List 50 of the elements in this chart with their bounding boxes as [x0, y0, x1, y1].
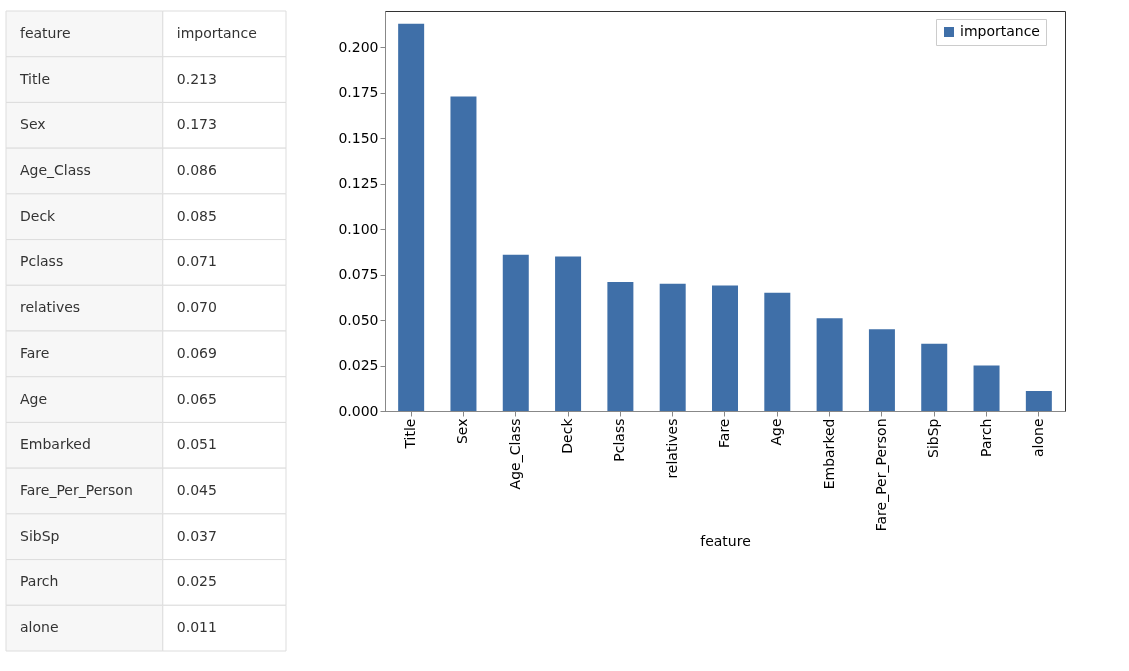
- x-axis-title: feature: [700, 533, 751, 550]
- x-tick-label: Title: [402, 418, 419, 450]
- y-tick-label: 0.050: [338, 311, 379, 328]
- x-tick-label: alone: [1029, 418, 1046, 458]
- category-label: Title: [19, 70, 51, 87]
- x-tick-label: Sex: [454, 418, 471, 445]
- y-tick-label: 0.175: [338, 84, 379, 101]
- x-tick-label: Embarked: [820, 418, 837, 490]
- category-label: Age: [20, 390, 48, 407]
- y-tick-label: 0.000: [338, 402, 379, 419]
- series-label: importance: [176, 24, 257, 41]
- data-label: 0.173: [176, 116, 217, 133]
- x-tick-label: Parch: [977, 418, 994, 457]
- data-label: 0.051: [176, 436, 217, 453]
- y-tick-label: 0.100: [338, 220, 379, 237]
- y-tick-label: 0.025: [338, 357, 379, 374]
- data-label: 0.070: [176, 299, 217, 316]
- x-tick-label: relatives: [663, 418, 680, 479]
- category-label: alone: [20, 619, 59, 636]
- data-label: 0.086: [176, 162, 217, 178]
- x-tick-label: Pclass: [611, 418, 628, 462]
- x-tick-label: Age: [768, 418, 785, 446]
- legend-label: importance: [960, 23, 1040, 39]
- x-tick-label: Fare: [716, 418, 732, 448]
- category-label: Sex: [20, 116, 46, 133]
- y-tick-label: 0.075: [338, 266, 379, 283]
- category-label: Age_Class: [20, 162, 91, 178]
- y-tick-label: 0.125: [338, 175, 379, 192]
- data-label: 0.085: [176, 207, 217, 224]
- data-label: 0.037: [176, 527, 217, 544]
- category-label: Pclass: [20, 253, 64, 270]
- category-label: Deck: [20, 207, 57, 224]
- text: feature: [20, 24, 71, 41]
- data-label: 0.025: [176, 573, 217, 590]
- category-label: Parch: [20, 573, 59, 590]
- data-label: 0.065: [176, 390, 217, 407]
- x-tick-label: Age_Class: [506, 418, 523, 490]
- data-label: 0.213: [176, 70, 217, 87]
- data-label: 0.069: [176, 344, 217, 361]
- category-label: relatives: [20, 299, 81, 316]
- y-tick-label: 0.150: [338, 129, 379, 146]
- x-tick-label: Deck: [559, 417, 576, 454]
- x-tick-label: SibSp: [925, 418, 942, 458]
- x-tick-label: Fare_Per_Person: [872, 418, 889, 532]
- data-label: 0.045: [176, 482, 217, 498]
- category-label: SibSp: [20, 527, 60, 544]
- y-tick-label: 0.200: [338, 38, 379, 55]
- data-label: 0.071: [176, 253, 217, 270]
- category-label: Fare: [20, 344, 50, 361]
- data-label: 0.011: [176, 619, 217, 636]
